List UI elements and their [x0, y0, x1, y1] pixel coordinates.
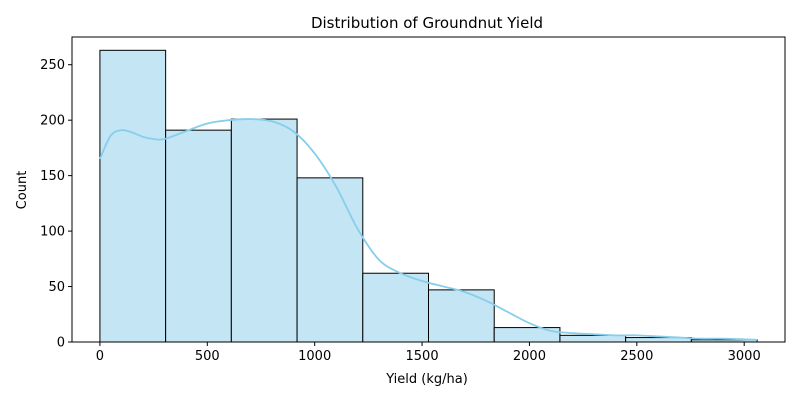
plot-frame [71, 36, 786, 343]
y-tick-label: 50 [48, 280, 65, 295]
histogram-bar [362, 272, 429, 343]
y-tick-label: 150 [40, 169, 65, 184]
histogram-bar [165, 129, 232, 343]
x-tick-label: 0 [96, 349, 104, 364]
x-tick-label: 1000 [298, 349, 331, 364]
y-tick-label: 100 [40, 225, 65, 240]
x-tick-label: 1500 [406, 349, 439, 364]
chart-title: Distribution of Groundnut Yield [311, 14, 543, 32]
y-tick-label: 0 [57, 336, 65, 351]
histogram-bar [230, 118, 298, 343]
histogram-bar [559, 334, 627, 343]
x-tick-label: 2000 [513, 349, 546, 364]
histogram-bar [296, 177, 364, 343]
kde-curve [99, 118, 758, 341]
x-tick-label: 2500 [620, 349, 653, 364]
y-tick-label: 200 [40, 114, 65, 129]
x-axis-label: Yield (kg/ha) [385, 372, 468, 387]
histogram-bar [428, 289, 495, 343]
histogram-bar [99, 49, 167, 343]
histogram-bar [493, 327, 561, 343]
x-tick-label: 500 [195, 349, 220, 364]
x-tick-label: 3000 [728, 349, 761, 364]
y-tick-label: 250 [40, 58, 65, 73]
plot-area: 0 500 1000 1500 2000 2500 3000 0 50 100 150 200 250 [40, 36, 786, 364]
y-axis-label: Count [15, 171, 30, 210]
